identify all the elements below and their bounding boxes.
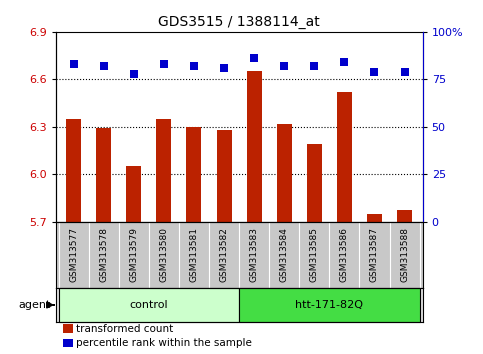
Bar xyxy=(337,92,352,222)
Bar xyxy=(307,144,322,222)
Bar xyxy=(247,72,262,222)
Text: htt-171-82Q: htt-171-82Q xyxy=(295,300,363,310)
Bar xyxy=(239,288,420,322)
Bar xyxy=(277,124,292,222)
Point xyxy=(220,65,228,71)
Text: GSM313586: GSM313586 xyxy=(340,227,349,282)
Text: GSM313583: GSM313583 xyxy=(250,227,258,282)
Text: GSM313585: GSM313585 xyxy=(310,227,319,282)
Text: agent: agent xyxy=(19,300,51,310)
Text: GSM313577: GSM313577 xyxy=(69,227,78,282)
Text: transformed count: transformed count xyxy=(76,324,174,333)
Point xyxy=(130,71,138,76)
Bar xyxy=(216,130,231,222)
Text: percentile rank within the sample: percentile rank within the sample xyxy=(76,338,252,348)
Title: GDS3515 / 1388114_at: GDS3515 / 1388114_at xyxy=(158,16,320,29)
Bar xyxy=(367,213,382,222)
Point xyxy=(160,61,168,67)
Point xyxy=(280,63,288,69)
Point xyxy=(401,69,409,75)
Text: GSM313579: GSM313579 xyxy=(129,227,138,282)
Point xyxy=(250,56,258,61)
Text: GSM313582: GSM313582 xyxy=(220,227,228,282)
Point xyxy=(100,63,108,69)
Bar xyxy=(126,166,142,222)
Bar xyxy=(63,338,73,347)
Text: GSM313578: GSM313578 xyxy=(99,227,108,282)
Bar xyxy=(58,288,239,322)
Point xyxy=(70,61,77,67)
Point xyxy=(370,69,378,75)
Text: GSM313588: GSM313588 xyxy=(400,227,409,282)
Bar xyxy=(186,127,201,222)
Text: GSM313581: GSM313581 xyxy=(189,227,199,282)
Point xyxy=(311,63,318,69)
Bar xyxy=(156,119,171,222)
Bar xyxy=(63,324,73,333)
Point xyxy=(341,59,348,65)
Point xyxy=(190,63,198,69)
Bar xyxy=(96,128,111,222)
Text: control: control xyxy=(129,300,168,310)
Text: GSM313580: GSM313580 xyxy=(159,227,169,282)
Bar xyxy=(397,210,412,222)
Bar xyxy=(66,119,81,222)
Text: GSM313587: GSM313587 xyxy=(370,227,379,282)
Text: GSM313584: GSM313584 xyxy=(280,227,289,282)
